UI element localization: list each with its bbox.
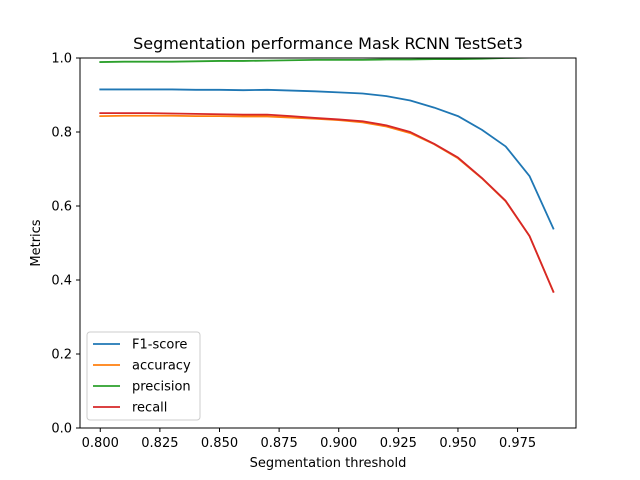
y-tick-label: 0.6 — [51, 200, 72, 215]
legend: F1-score accuracy precision recall — [86, 331, 201, 421]
x-tick-label: 0.825 — [141, 436, 178, 451]
x-axis-label: Segmentation threshold — [250, 456, 407, 471]
x-ticks: 0.800 0.825 0.850 0.875 0.900 0.925 0.950 0.975 — [82, 428, 536, 451]
legend-label: accuracy — [132, 359, 191, 374]
legend-label: recall — [132, 401, 167, 416]
x-tick-label: 0.875 — [261, 436, 298, 451]
legend-box — [86, 331, 201, 421]
x-tick-label: 0.925 — [380, 436, 417, 451]
series-layer — [99, 58, 555, 294]
y-tick-label: 0.4 — [51, 274, 72, 289]
series-line-f1-score — [99, 88, 555, 230]
legend-label: F1-score — [132, 338, 187, 353]
x-tick-label: 0.900 — [320, 436, 357, 451]
x-tick-label: 0.950 — [439, 436, 476, 451]
y-tick-label: 1.0 — [51, 52, 72, 67]
y-axis-label: Metrics — [29, 219, 44, 266]
series-line-recall — [99, 112, 555, 294]
plot-frame — [79, 57, 577, 429]
series-line-precision — [99, 58, 555, 63]
y-tick-label: 0.0 — [51, 422, 72, 437]
x-tick-label: 0.850 — [201, 436, 238, 451]
legend-label: precision — [132, 380, 191, 395]
y-tick-label: 0.8 — [51, 126, 72, 141]
x-tick-label: 0.975 — [499, 436, 536, 451]
y-tick-label: 0.2 — [51, 348, 72, 363]
y-ticks: 0.0 0.2 0.4 0.6 0.8 1.0 — [51, 52, 80, 437]
x-tick-label: 0.800 — [82, 436, 119, 451]
chart-title: Segmentation performance Mask RCNN TestS… — [133, 34, 523, 53]
